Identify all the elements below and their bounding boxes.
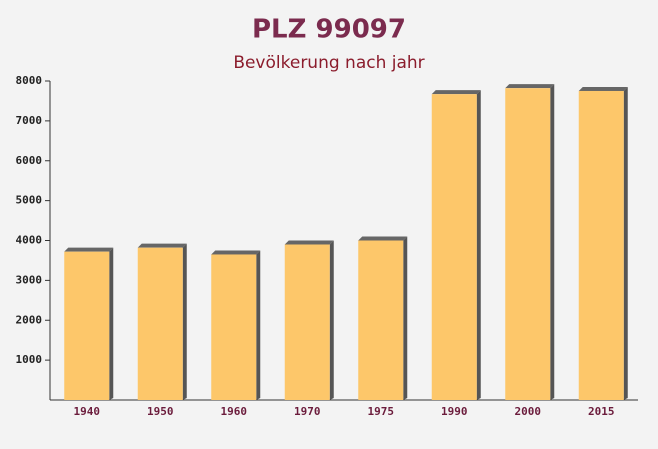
y-tick-label: 2000 bbox=[16, 313, 43, 326]
bar bbox=[211, 254, 257, 400]
bar-side bbox=[550, 84, 555, 401]
bar-side bbox=[256, 250, 261, 400]
y-tick-label: 7000 bbox=[16, 114, 43, 127]
x-tick-label: 1975 bbox=[368, 405, 395, 418]
bar-top bbox=[284, 240, 334, 245]
y-tick-label: 4000 bbox=[16, 234, 43, 247]
bar-side bbox=[109, 247, 114, 400]
y-tick-label: 6000 bbox=[16, 154, 43, 167]
x-tick-label: 2015 bbox=[588, 405, 615, 418]
bar-top bbox=[358, 236, 408, 241]
bar-side bbox=[403, 236, 408, 400]
bar-top bbox=[505, 84, 555, 89]
y-tick-label: 8000 bbox=[16, 74, 43, 87]
x-tick-label: 1990 bbox=[441, 405, 468, 418]
bar bbox=[578, 90, 624, 400]
y-tick-label: 1000 bbox=[16, 353, 43, 366]
bar-side bbox=[623, 86, 628, 400]
x-tick-label: 1970 bbox=[294, 405, 321, 418]
bar-side bbox=[329, 240, 334, 400]
bar-top bbox=[431, 90, 481, 95]
bar bbox=[137, 247, 183, 400]
bar bbox=[64, 251, 110, 400]
bar-side bbox=[182, 243, 187, 400]
bar bbox=[505, 88, 551, 401]
x-tick-label: 1940 bbox=[74, 405, 101, 418]
y-tick-label: 5000 bbox=[16, 194, 43, 207]
chart-title: PLZ 99097 bbox=[252, 15, 406, 45]
bar-top bbox=[137, 243, 187, 248]
x-tick-label: 2000 bbox=[515, 405, 542, 418]
bar-top bbox=[578, 86, 628, 91]
x-tick-label: 1950 bbox=[147, 405, 174, 418]
bar bbox=[358, 240, 404, 400]
bar-top bbox=[211, 250, 261, 255]
bar bbox=[431, 94, 477, 400]
x-tick-label: 1960 bbox=[221, 405, 248, 418]
bar-side bbox=[476, 90, 481, 400]
chart-subtitle: Bevölkerung nach jahr bbox=[233, 53, 424, 73]
bar bbox=[284, 244, 330, 400]
bar-top bbox=[64, 247, 114, 252]
y-tick-label: 3000 bbox=[16, 273, 43, 286]
